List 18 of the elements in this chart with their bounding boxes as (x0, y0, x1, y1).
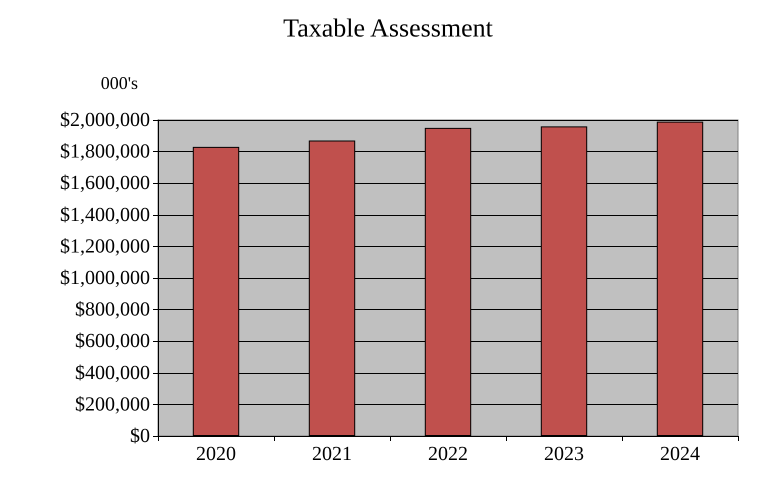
y-tick-label: $1,000,000 (60, 267, 150, 289)
y-tick-label: $2,000,000 (60, 109, 150, 131)
y-tick-label: $200,000 (75, 393, 150, 416)
y-tick-label: $400,000 (75, 362, 150, 384)
y-tick-label: $1,400,000 (60, 204, 150, 226)
y-tick-label: $600,000 (75, 330, 150, 352)
x-tick-label: 2021 (312, 443, 352, 465)
y-tick-label: $1,800,000 (60, 140, 150, 163)
y-tick-label: $0 (130, 425, 150, 447)
x-tick-label: 2022 (428, 443, 468, 465)
y-tick-label: $800,000 (75, 298, 150, 321)
chart-title: Taxable Assessment (283, 14, 494, 42)
x-tick-label: 2023 (544, 443, 584, 465)
y-tick-label: $1,200,000 (60, 235, 150, 258)
y-tick-label: $1,600,000 (60, 172, 150, 194)
x-tick-label: 2024 (660, 443, 700, 465)
y-axis-title: 000's (100, 73, 138, 93)
x-tick-label: 2020 (196, 443, 236, 465)
